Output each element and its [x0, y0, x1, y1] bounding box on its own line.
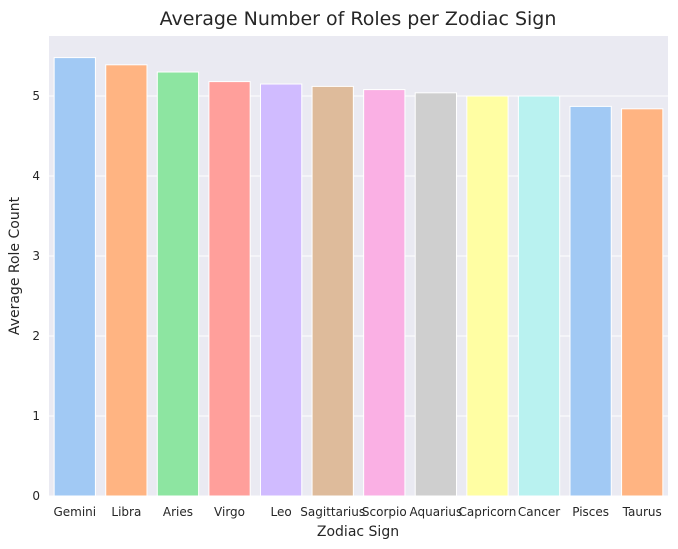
y-tick-label: 0	[32, 489, 40, 503]
x-axis-ticks: Gemini Libra Aries Virgo Leo SagittariusScorp…	[53, 505, 661, 519]
y-axis-ticks: 0 1 2 3 4 5	[32, 89, 40, 503]
x-axis-label: Zodiac Sign	[317, 524, 399, 540]
y-tick-label: 3	[32, 249, 40, 263]
x-tick-label-leo: Leo	[271, 505, 292, 519]
bar-aries	[156, 71, 200, 497]
x-tick-label-cancer: Cancer	[518, 505, 560, 519]
x-tick-label-aquarius: Aquarius	[410, 505, 463, 519]
bar-libra	[105, 64, 148, 497]
bar-capricorn	[466, 95, 509, 497]
bar-gemini	[53, 57, 96, 497]
x-tick-label-pisces: Pisces	[572, 505, 609, 519]
bar-pisces	[569, 105, 612, 497]
bar-scorpio	[363, 89, 406, 497]
bar-virgo	[208, 81, 251, 497]
y-tick-label: 5	[32, 89, 40, 103]
bars	[53, 57, 664, 497]
x-tick-label-gemini: Gemini	[53, 505, 96, 519]
x-tick-label-taurus: Taurus	[622, 505, 662, 519]
x-tick-label-sagittarius: Sagittarius	[300, 505, 365, 519]
x-tick-label-capricorn: Capricorn	[459, 505, 517, 519]
chart-title: Average Number of Roles per Zodiac Sign	[160, 8, 557, 30]
x-tick-label-scorpio: Scorpio	[362, 505, 407, 519]
y-axis-label: Average Role Count	[7, 196, 23, 335]
x-tick-label-libra: Libra	[111, 505, 141, 519]
y-tick-label: 1	[32, 409, 40, 423]
bar-leo	[259, 83, 303, 497]
bar-taurus	[621, 108, 664, 497]
bar-aquarius	[414, 92, 458, 497]
plot-area	[49, 36, 668, 496]
bar-sagittarius	[311, 85, 354, 497]
y-tick-label: 4	[32, 169, 40, 183]
x-tick-label-virgo: Virgo	[214, 505, 245, 519]
x-tick-label-aries: Aries	[163, 505, 193, 519]
bar-cancer	[517, 95, 561, 497]
y-tick-label: 2	[32, 329, 40, 343]
gridlines	[49, 95, 668, 497]
